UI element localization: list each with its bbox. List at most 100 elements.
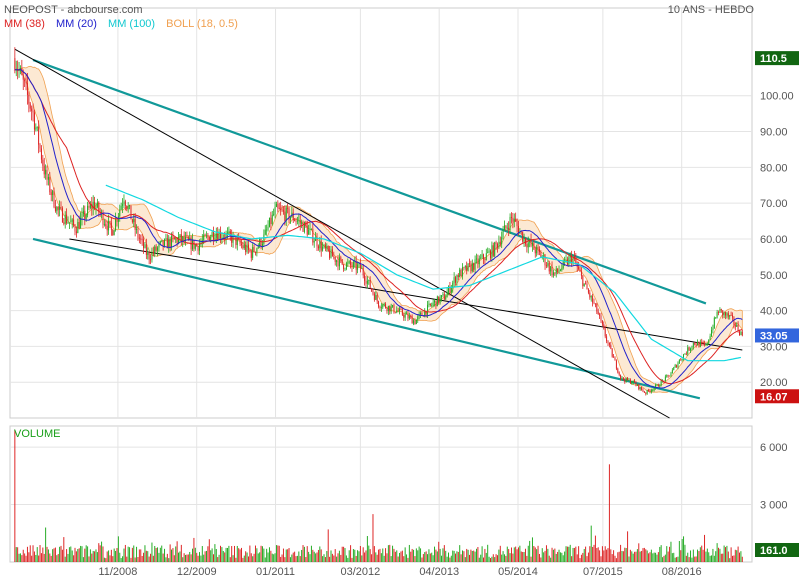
volume-bar — [75, 551, 77, 562]
candle-body — [106, 225, 108, 231]
candle-body — [695, 344, 697, 346]
candle-body — [354, 261, 356, 263]
candle-body — [49, 177, 51, 193]
candle-body — [456, 275, 458, 283]
volume-bar — [698, 551, 700, 562]
candle-body — [421, 313, 423, 316]
volume-bar — [638, 543, 640, 562]
volume-bar — [268, 547, 270, 562]
volume-bar — [720, 553, 722, 562]
volume-bar — [372, 514, 374, 562]
volume-bar — [352, 549, 354, 562]
candle-body — [108, 220, 110, 231]
candle-body — [309, 228, 311, 230]
volume-bar — [580, 554, 582, 562]
volume-bar — [701, 545, 703, 562]
volume-bar — [655, 552, 657, 562]
volume-bar — [726, 545, 728, 562]
volume-bar — [336, 556, 338, 562]
volume-bar — [303, 546, 305, 562]
volume-bar — [618, 551, 620, 562]
candle-body — [740, 331, 742, 336]
candle-body — [683, 354, 685, 359]
volume-bar — [429, 553, 431, 562]
candle-body — [320, 241, 322, 251]
volume-bar — [47, 549, 49, 562]
volume-bar — [22, 549, 24, 562]
volume-bar — [320, 549, 322, 562]
volume-bar — [558, 549, 560, 562]
volume-bar — [685, 555, 687, 562]
high-price-badge: 110.5 — [760, 53, 787, 65]
candle-body — [676, 365, 678, 368]
candle-body — [292, 212, 294, 221]
candle-body — [47, 177, 49, 180]
volume-bar — [254, 545, 256, 562]
candle-body — [523, 238, 525, 242]
volume-bar — [599, 550, 601, 562]
volume-bar — [622, 551, 624, 562]
chart-title: NEOPOST - abcbourse.com — [4, 4, 143, 16]
candle-body — [365, 280, 367, 284]
candle-body — [85, 214, 87, 219]
candle-body — [585, 283, 587, 285]
volume-bar — [481, 546, 483, 562]
candle-body — [529, 240, 531, 243]
volume-bar — [520, 551, 522, 562]
volume-bar — [564, 551, 566, 562]
volume-bar — [604, 546, 606, 562]
volume-bar — [49, 553, 51, 562]
last-volume-badge: 161.0 — [760, 545, 788, 557]
candle-body — [214, 237, 216, 240]
candle-body — [534, 249, 536, 254]
volume-bar — [415, 548, 417, 562]
volume-bar — [59, 546, 61, 562]
volume-bar — [509, 553, 511, 562]
volume-bar — [259, 552, 261, 562]
candle-body — [168, 238, 170, 249]
candle-body — [331, 249, 333, 257]
candle-body — [344, 268, 346, 270]
candle-body — [697, 341, 699, 346]
volume-bar — [29, 545, 31, 562]
candle-body — [102, 211, 104, 225]
candle-body — [587, 289, 589, 293]
candle-body — [706, 343, 708, 345]
volume-bar — [425, 551, 427, 562]
volume-bar — [380, 553, 382, 562]
volume-bar — [488, 556, 490, 562]
volume-bar — [249, 545, 251, 562]
volume-bar — [281, 554, 283, 562]
candle-body — [429, 303, 431, 306]
volume-bar — [579, 558, 581, 562]
volume-bar — [450, 555, 452, 562]
volume-bar — [340, 554, 342, 562]
candle-body — [396, 310, 398, 313]
candle-body — [420, 313, 422, 315]
candle-body — [400, 308, 402, 310]
candle-body — [333, 256, 335, 258]
volume-bar — [711, 555, 713, 562]
candle-body — [538, 249, 540, 253]
candle-body — [711, 329, 713, 337]
legend-mm100: MM (100) — [108, 18, 156, 30]
volume-bar — [627, 531, 629, 562]
volume-bar — [82, 557, 84, 562]
candle-body — [113, 230, 115, 236]
candle-body — [681, 358, 683, 360]
upper-channel-line — [32, 58, 707, 305]
candle-body — [484, 259, 486, 261]
candle-body — [92, 201, 94, 209]
candle-body — [590, 296, 592, 298]
volume-bar — [126, 556, 128, 562]
candle-body — [221, 237, 223, 239]
volume-bar — [629, 549, 631, 562]
candle-body — [148, 253, 150, 260]
volume-bar — [582, 552, 584, 562]
volume-bar — [727, 551, 729, 562]
volume-bar — [224, 552, 226, 562]
candle-body — [510, 216, 512, 218]
volume-bar — [117, 536, 119, 562]
candle-body — [143, 239, 145, 248]
candle-body — [211, 232, 213, 238]
